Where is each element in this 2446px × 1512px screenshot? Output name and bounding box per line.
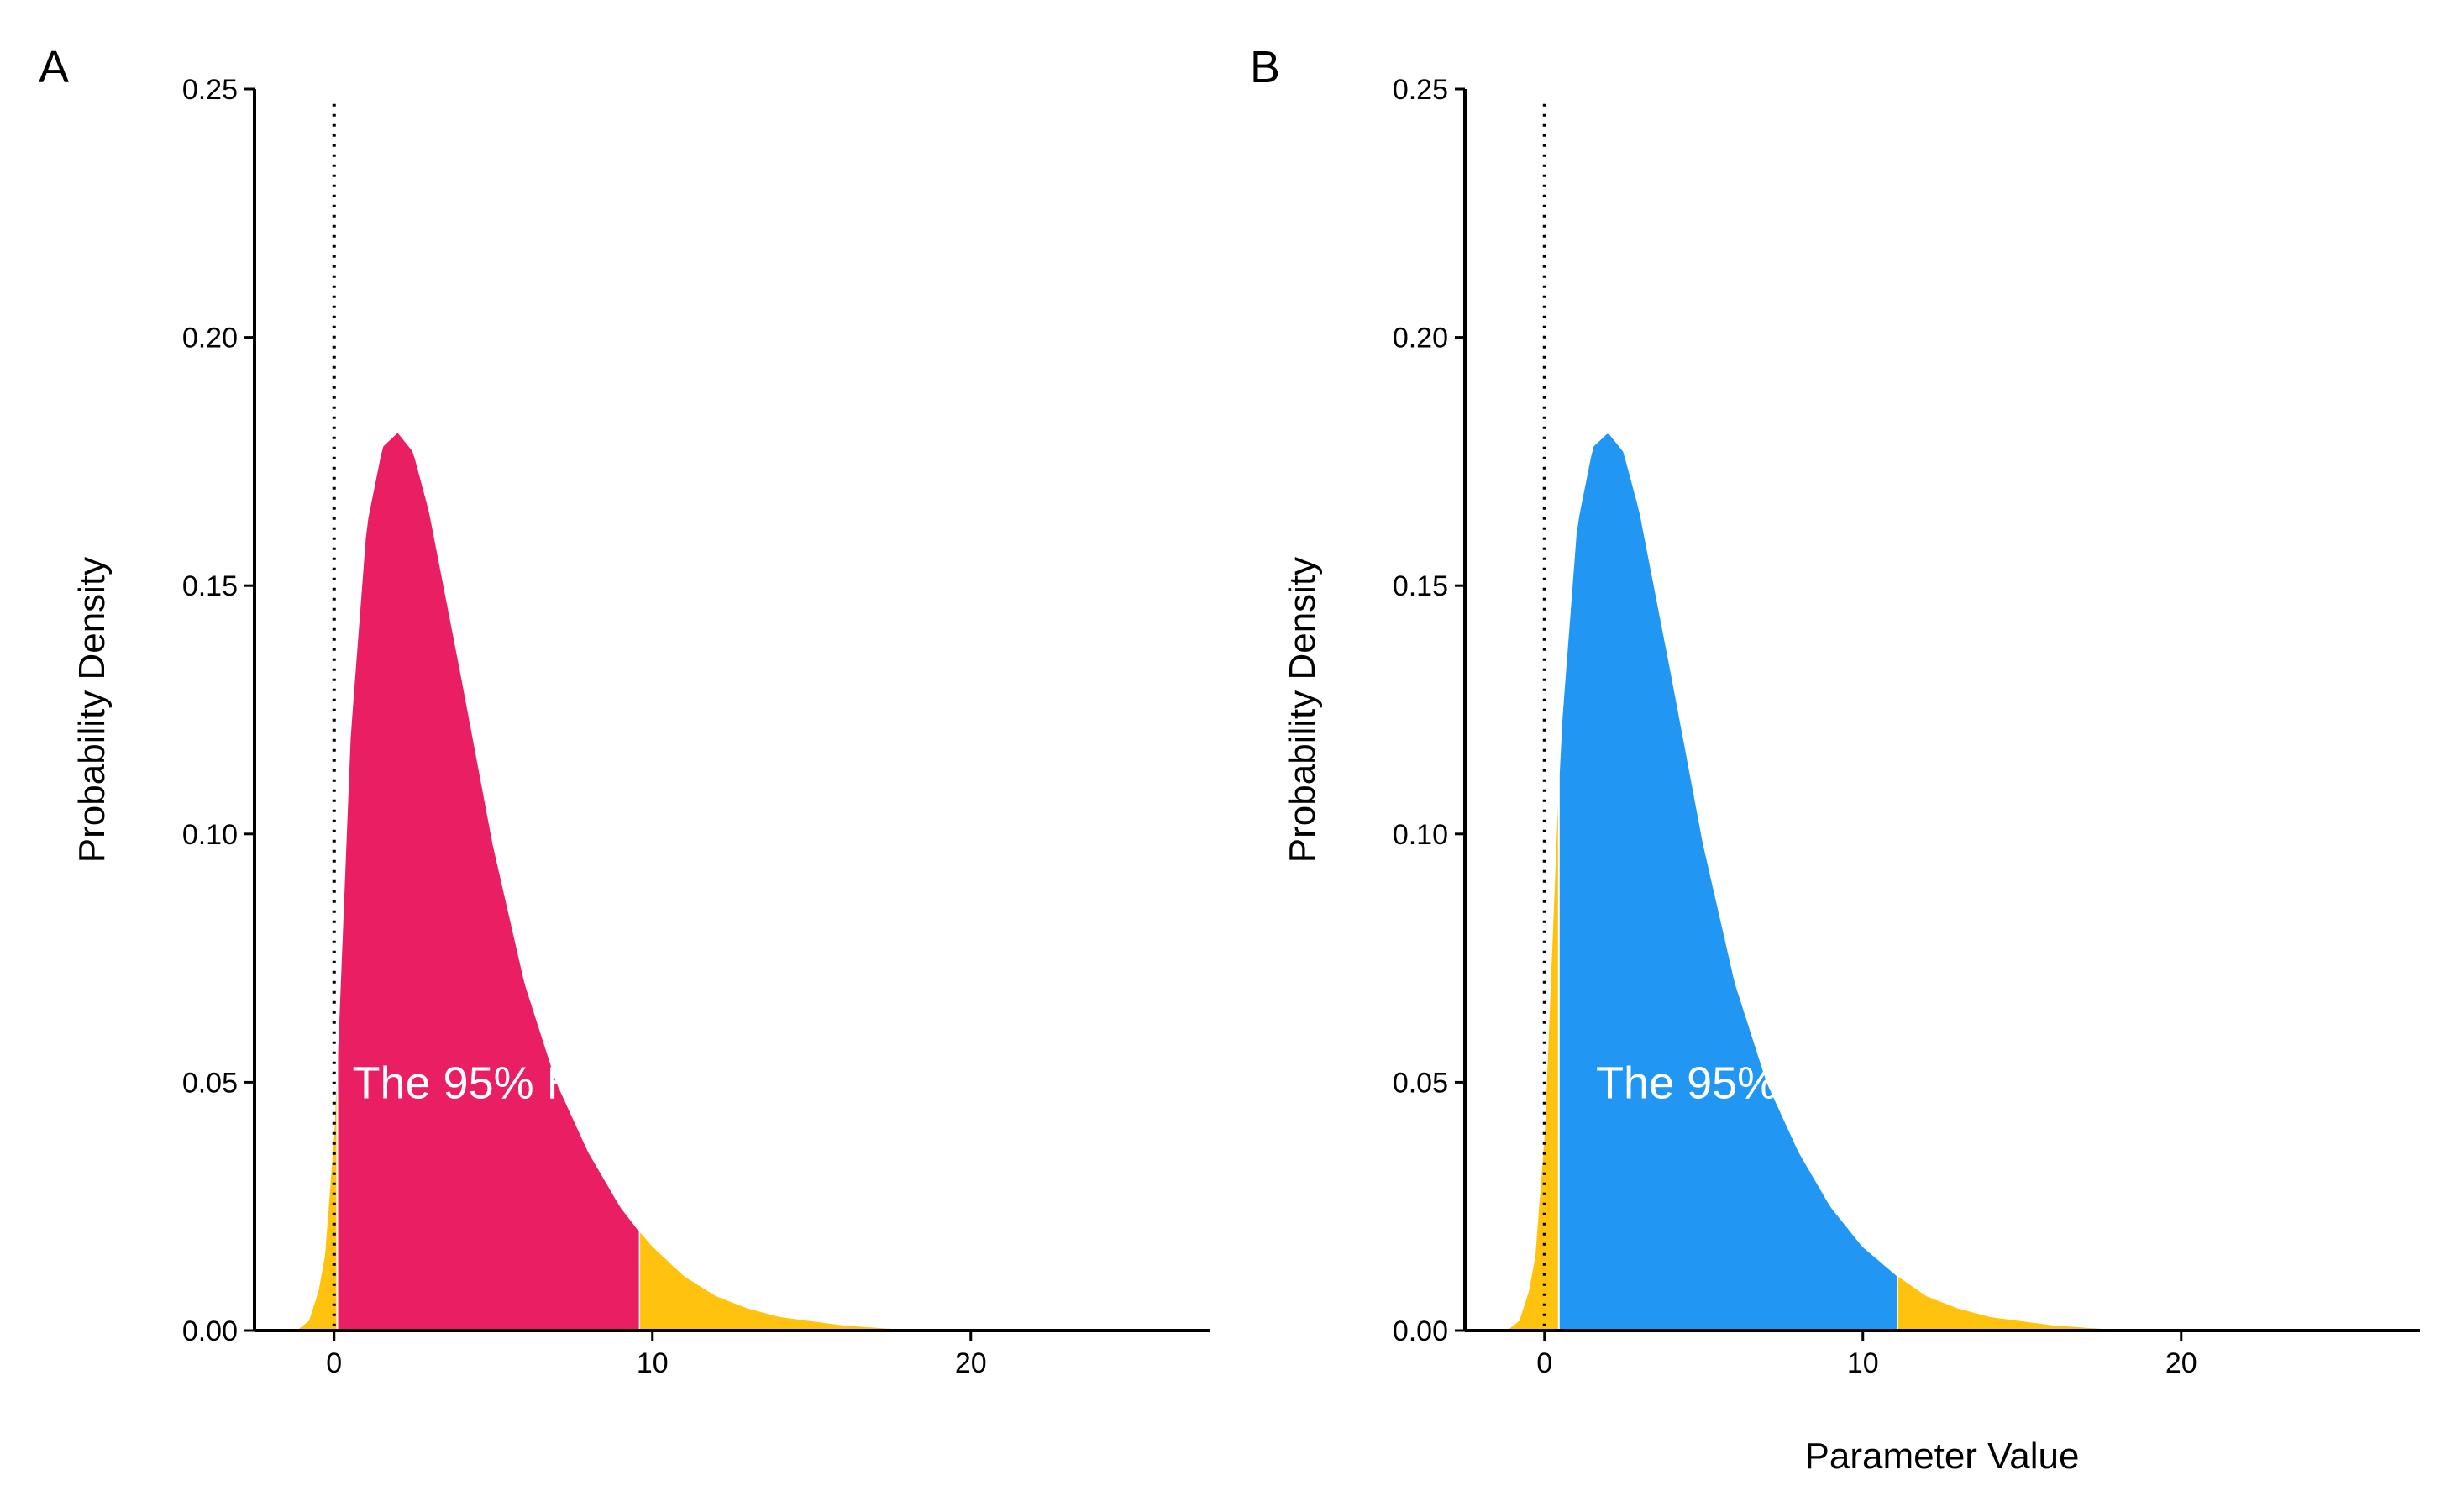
y-tick-label: 0.20 (182, 323, 238, 354)
x-tick-label: 0 (326, 1347, 342, 1379)
y-ticks-a: 0.00 0.05 0.10 0.15 0.20 0.25 (182, 74, 255, 1347)
x-tick-label: 10 (1847, 1347, 1879, 1379)
interval-label-b: The 95% ETI (1596, 1058, 1861, 1108)
tail-left-area-b (1505, 774, 1560, 1331)
panel-a: A The 95% HDI 0.00 0.05 0.10 0.15 0.20 0… (39, 42, 1210, 1379)
y-tick-label: 0.05 (182, 1067, 238, 1099)
y-tick-label: 0.00 (1393, 1315, 1448, 1347)
y-axis-title-b: Probability Density (1282, 557, 1323, 863)
y-tick-label: 0.05 (1393, 1067, 1448, 1099)
x-tick-label: 0 (1536, 1347, 1552, 1379)
y-tick-label: 0.15 (1393, 570, 1448, 602)
x-tick-label: 20 (955, 1347, 987, 1379)
x-tick-label: 20 (2165, 1347, 2197, 1379)
tail-left-area-a (295, 1052, 338, 1331)
y-tick-label: 0.25 (182, 74, 238, 106)
interval-label-a: The 95% HDI (352, 1058, 624, 1108)
panel-tag-a: A (39, 42, 69, 92)
interval-area-a (336, 430, 641, 1331)
y-tick-label: 0.00 (182, 1315, 238, 1347)
y-tick-label: 0.20 (1393, 323, 1448, 354)
x-tick-label: 10 (637, 1347, 669, 1379)
x-ticks-a: 0 10 20 (326, 1331, 987, 1379)
panel-tag-b: B (1250, 42, 1280, 92)
y-tick-label: 0.15 (182, 570, 238, 602)
y-tick-label: 0.10 (1393, 819, 1448, 851)
y-tick-label: 0.25 (1393, 74, 1448, 106)
tail-right-area-a (639, 1230, 908, 1331)
y-tick-label: 0.10 (182, 819, 238, 851)
y-axis-title-a: Probability Density (71, 557, 113, 863)
x-axis-title-b: Parameter Value (1805, 1436, 2080, 1477)
panel-b: B The 95% ETI 0.00 0.05 0.10 0.15 0.20 0… (1250, 42, 2420, 1477)
tail-right-area-b (1897, 1275, 2118, 1331)
interval-area-b (1557, 432, 1899, 1331)
x-ticks-b: 0 10 20 (1536, 1331, 2197, 1379)
y-ticks-b: 0.00 0.05 0.10 0.15 0.20 0.25 (1393, 74, 1465, 1347)
